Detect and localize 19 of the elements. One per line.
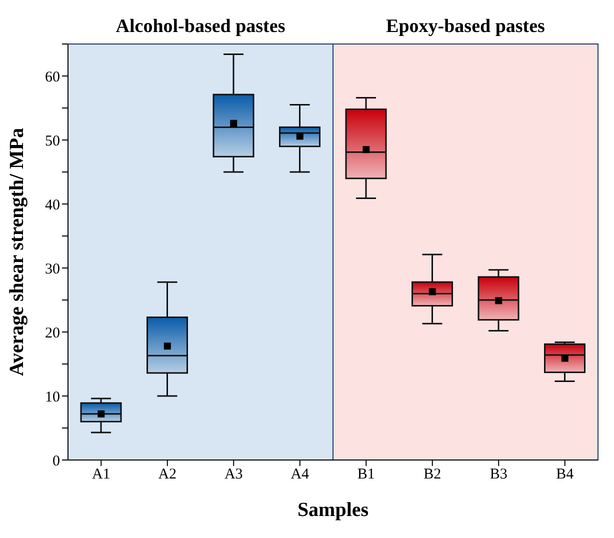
x-axis-title: Samples bbox=[297, 499, 369, 521]
x-tick-label: A4 bbox=[290, 466, 310, 483]
y-tick-label: 30 bbox=[45, 261, 60, 278]
y-tick-label: 20 bbox=[45, 325, 60, 342]
x-tick-label: A2 bbox=[158, 466, 177, 483]
x-tick-label: B4 bbox=[556, 466, 574, 483]
y-tick-label: 60 bbox=[45, 69, 60, 86]
x-tick-label: B3 bbox=[490, 466, 508, 483]
y-tick-label: 40 bbox=[45, 197, 60, 214]
x-tick-label: B1 bbox=[357, 466, 375, 483]
y-tick-label: 10 bbox=[45, 389, 60, 406]
band-label: Alcohol-based pastes bbox=[116, 16, 286, 37]
x-tick-label: A3 bbox=[224, 466, 243, 483]
y-axis-title: Average shear strength/ MPa bbox=[6, 128, 28, 376]
x-tick-label: B2 bbox=[424, 466, 442, 483]
x-tick-label: A1 bbox=[92, 466, 110, 483]
y-tick-label: 0 bbox=[52, 453, 60, 470]
y-tick-label: 50 bbox=[45, 133, 60, 150]
band-label: Epoxy-based pastes bbox=[386, 16, 545, 37]
